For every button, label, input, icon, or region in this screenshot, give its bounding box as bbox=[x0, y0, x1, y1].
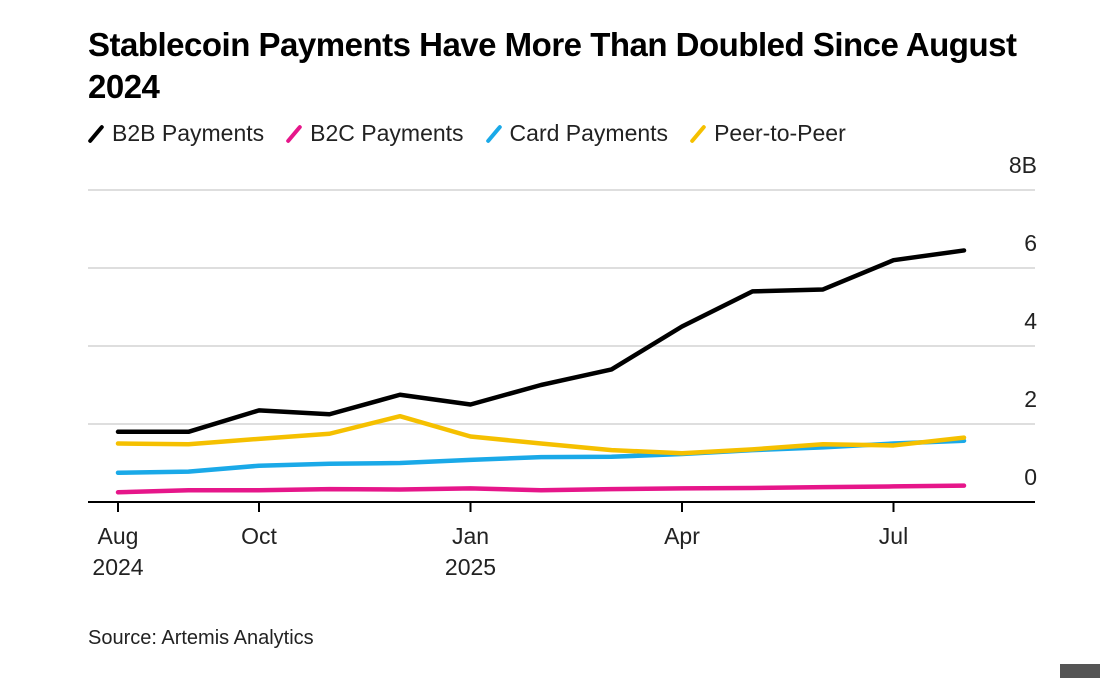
legend-label: Card Payments bbox=[509, 120, 669, 146]
source: Source: Artemis Analytics bbox=[88, 627, 314, 649]
x-tick-label: Aug 2024 bbox=[92, 523, 144, 580]
corner-decoration bbox=[1060, 664, 1100, 678]
chart-title: Stablecoin Payments Have More Than Doubl… bbox=[88, 26, 1017, 105]
legend-label: B2C Payments bbox=[310, 120, 464, 146]
series-line bbox=[115, 413, 967, 456]
x-tick-label: Oct bbox=[241, 523, 277, 549]
y-tick-label: 8B bbox=[1009, 152, 1037, 178]
x-tick-label: Jul bbox=[878, 523, 909, 549]
legend-label: B2B Payments bbox=[112, 120, 265, 146]
y-tick-label: 2 bbox=[1024, 386, 1037, 412]
series-line bbox=[115, 483, 967, 495]
legend-item: Card Payments bbox=[484, 120, 669, 147]
series-line bbox=[115, 248, 967, 435]
legend-label: Peer-to-Peer bbox=[714, 120, 846, 146]
legend-item: B2B Payments bbox=[87, 120, 265, 147]
legend: B2B Payments B2C Payments Card Payments Pee… bbox=[87, 120, 846, 147]
x-tick-label: Apr bbox=[664, 523, 700, 549]
series-line bbox=[115, 438, 967, 475]
y-tick-label: 4 bbox=[1024, 308, 1037, 334]
legend-item: B2C Payments bbox=[285, 120, 464, 147]
x-tick-label: Jan 2025 bbox=[444, 523, 497, 580]
y-tick-label: 6 bbox=[1024, 230, 1037, 256]
legend-item: Peer-to-Peer bbox=[689, 120, 846, 147]
y-tick-label: 0 bbox=[1024, 464, 1037, 490]
